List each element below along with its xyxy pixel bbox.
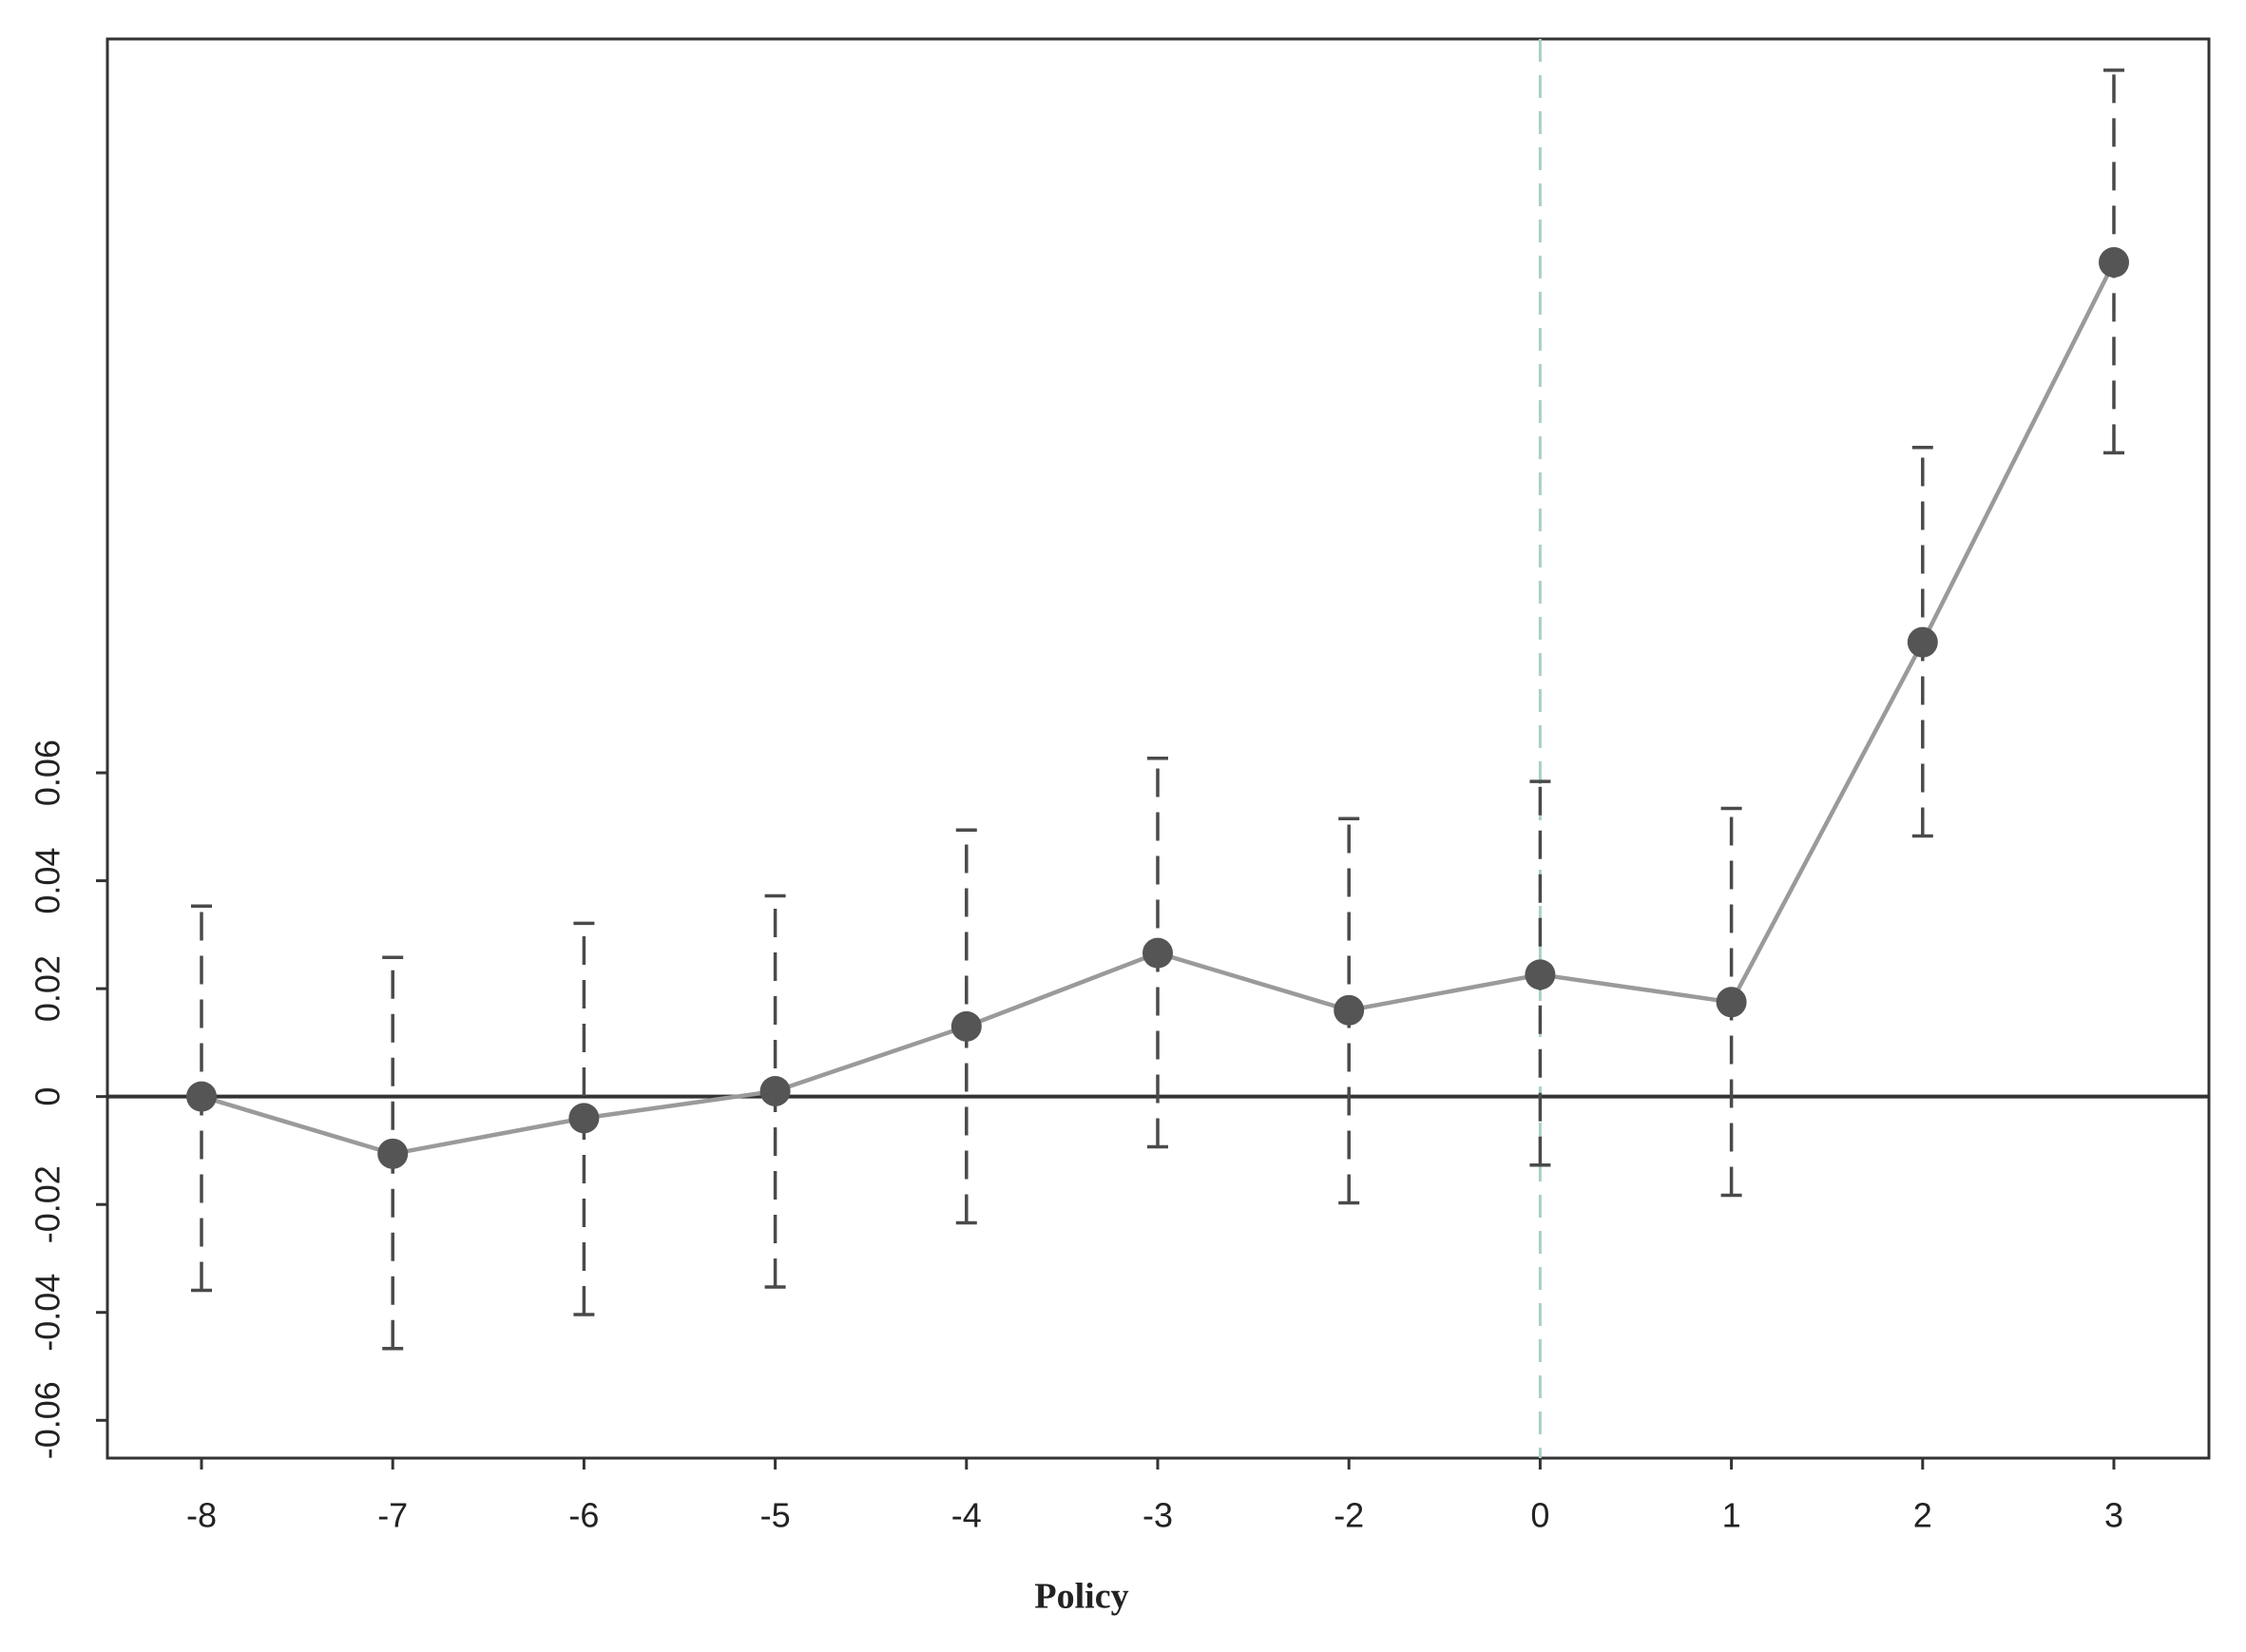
estimate-point — [1525, 959, 1556, 990]
estimate-point — [1142, 937, 1173, 969]
y-tick-label: 0 — [29, 1087, 67, 1106]
estimate-point — [377, 1138, 409, 1169]
y-tick-label: 0.06 — [29, 740, 67, 806]
x-axis-label: Policy — [1034, 1577, 1128, 1617]
x-tick-label: 1 — [1722, 1496, 1741, 1535]
estimate-point — [568, 1103, 600, 1134]
estimate-point — [186, 1081, 217, 1112]
x-tick-label: -3 — [1142, 1496, 1173, 1535]
y-tick-label: -0.06 — [29, 1381, 67, 1459]
plot-frame — [106, 37, 2211, 1460]
y-tick-label: -0.02 — [29, 1165, 67, 1243]
estimate-point — [759, 1075, 791, 1106]
x-tick-label: 0 — [1530, 1496, 1549, 1535]
estimate-point — [950, 1010, 982, 1042]
y-tick-label: 0.04 — [29, 848, 67, 914]
x-tick-label: 2 — [1913, 1496, 1932, 1535]
estimate-point — [2099, 247, 2129, 279]
estimate-point — [1716, 987, 1747, 1018]
y-tick-label: 0.02 — [29, 955, 67, 1022]
estimate-point — [1334, 994, 1365, 1026]
x-tick-label: -5 — [760, 1496, 791, 1535]
x-tick-label: -6 — [568, 1496, 599, 1535]
x-tick-label: -7 — [377, 1496, 408, 1535]
x-tick-label: -2 — [1334, 1496, 1364, 1535]
x-tick-label: 3 — [2104, 1496, 2123, 1535]
x-tick-label: -4 — [951, 1496, 982, 1535]
estimate-line — [201, 261, 2117, 1157]
y-tick-label: -0.04 — [29, 1274, 67, 1352]
estimate-point — [1907, 626, 1938, 658]
x-tick-label: -8 — [186, 1496, 217, 1535]
